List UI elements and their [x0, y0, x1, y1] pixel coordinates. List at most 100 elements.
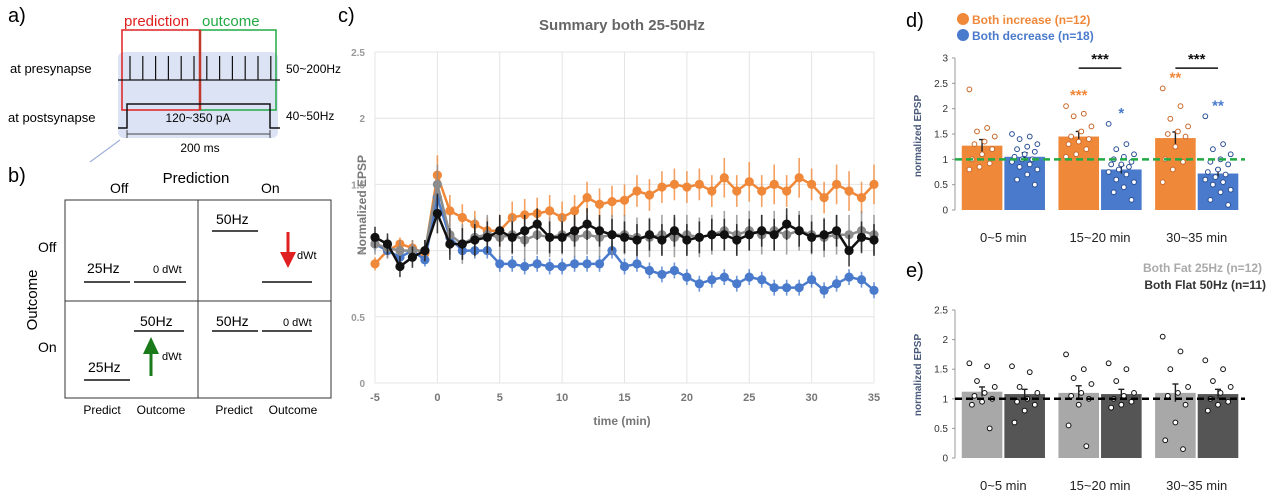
data-point	[669, 265, 680, 276]
individual-point	[989, 146, 996, 153]
data-point	[582, 219, 592, 229]
individual-point	[1182, 133, 1189, 140]
individual-point	[1016, 136, 1023, 142]
individual-point	[1108, 161, 1115, 168]
data-point	[495, 259, 505, 269]
data-point	[582, 193, 592, 203]
data-point	[370, 259, 380, 269]
individual-point	[1065, 422, 1072, 429]
y-tick-label: 1	[942, 155, 948, 166]
data-point	[844, 272, 854, 282]
individual-point	[1080, 366, 1087, 373]
up-arrow-head-icon	[143, 337, 159, 354]
individual-point	[1014, 176, 1020, 183]
data-point	[457, 239, 467, 249]
data-point	[570, 226, 580, 236]
individual-point	[1215, 166, 1221, 173]
individual-point	[1115, 166, 1122, 173]
individual-point	[966, 166, 973, 173]
individual-point	[1034, 141, 1041, 148]
data-point	[570, 206, 580, 216]
y-tick-label: 0	[359, 379, 365, 390]
x-tick-label: 30	[806, 392, 818, 404]
individual-point	[1034, 166, 1041, 173]
data-point	[869, 285, 879, 295]
panel-b-label: b)	[8, 165, 26, 187]
category-label: 15~20 min	[1069, 478, 1130, 493]
individual-point	[1227, 384, 1234, 390]
individual-point	[971, 141, 978, 148]
data-point	[644, 190, 655, 200]
presynapse-label: at presynapse	[10, 61, 92, 76]
cell-on-on-predict: 50Hz	[216, 313, 249, 329]
y-tick-label: 1	[359, 247, 365, 258]
individual-point	[1113, 146, 1120, 153]
data-point	[582, 259, 592, 269]
individual-point	[1182, 401, 1189, 408]
individual-point	[1105, 120, 1112, 127]
individual-point	[1217, 389, 1224, 396]
data-point	[570, 259, 580, 269]
individual-point	[1009, 131, 1015, 137]
individual-point	[1167, 115, 1174, 122]
bracket-stars: ***	[1188, 51, 1206, 68]
chart-e-plot: 0 0.5 1 1.5 2 2.5 0~5 min 15~20 min 30~35 min	[934, 306, 1245, 493]
individual-point	[1016, 384, 1023, 390]
data-point	[507, 232, 517, 242]
individual-point	[986, 425, 993, 432]
cell-off-off-outcome: 0 dWt	[153, 264, 182, 276]
individual-point	[971, 392, 978, 399]
data-point	[432, 179, 442, 189]
individual-point	[1180, 158, 1186, 165]
individual-point	[1120, 184, 1127, 191]
y-tick-label: 2.5	[934, 79, 948, 90]
data-point	[545, 206, 555, 216]
data-point	[707, 186, 717, 196]
prediction-header: Prediction	[163, 170, 230, 187]
data-point	[520, 226, 530, 236]
individual-point	[1118, 401, 1125, 408]
data-point	[769, 230, 779, 240]
data-point	[807, 232, 817, 242]
individual-point	[1204, 407, 1211, 414]
cell-on-on-outcome: 0 dWt	[283, 317, 312, 329]
chart-c-ylabel: Normalized EPSP	[355, 155, 369, 255]
y-tick-label: 0	[942, 206, 948, 217]
individual-point	[1024, 171, 1031, 178]
individual-point	[1118, 161, 1125, 168]
panel-a: a) prediction outcome at presynapse at p…	[8, 5, 341, 163]
data-point	[657, 269, 667, 280]
individual-point	[981, 138, 988, 145]
chart-e-ylabel: normalized EPSP	[913, 334, 924, 417]
post-frequency: 40~50Hz	[286, 109, 334, 123]
data-point	[794, 283, 804, 293]
individual-point	[1202, 357, 1209, 364]
individual-point	[984, 125, 991, 131]
individual-point	[1088, 381, 1095, 387]
data-point	[619, 232, 630, 242]
individual-point	[1185, 123, 1191, 130]
individual-point	[1172, 419, 1179, 426]
data-point	[732, 186, 742, 196]
footer-predict-2: Predict	[215, 403, 253, 417]
y-tick-label: 0.5	[934, 424, 948, 435]
data-point	[432, 208, 442, 219]
individual-point	[1225, 398, 1232, 405]
data-point	[707, 275, 717, 285]
individual-point	[1085, 136, 1092, 142]
x-tick-label: 0	[434, 392, 440, 404]
data-point	[619, 195, 630, 205]
data-point	[844, 246, 854, 256]
data-point	[632, 235, 642, 245]
data-point	[744, 230, 754, 240]
bar	[1155, 392, 1196, 458]
down-arrow-head-icon	[280, 252, 296, 268]
individual-point	[1131, 151, 1137, 158]
individual-point	[1220, 179, 1226, 186]
individual-point	[991, 384, 998, 390]
data-point	[782, 186, 792, 196]
individual-point	[1070, 375, 1077, 381]
individual-point	[1016, 164, 1023, 170]
individual-point	[1175, 128, 1181, 135]
individual-point	[1126, 164, 1132, 170]
